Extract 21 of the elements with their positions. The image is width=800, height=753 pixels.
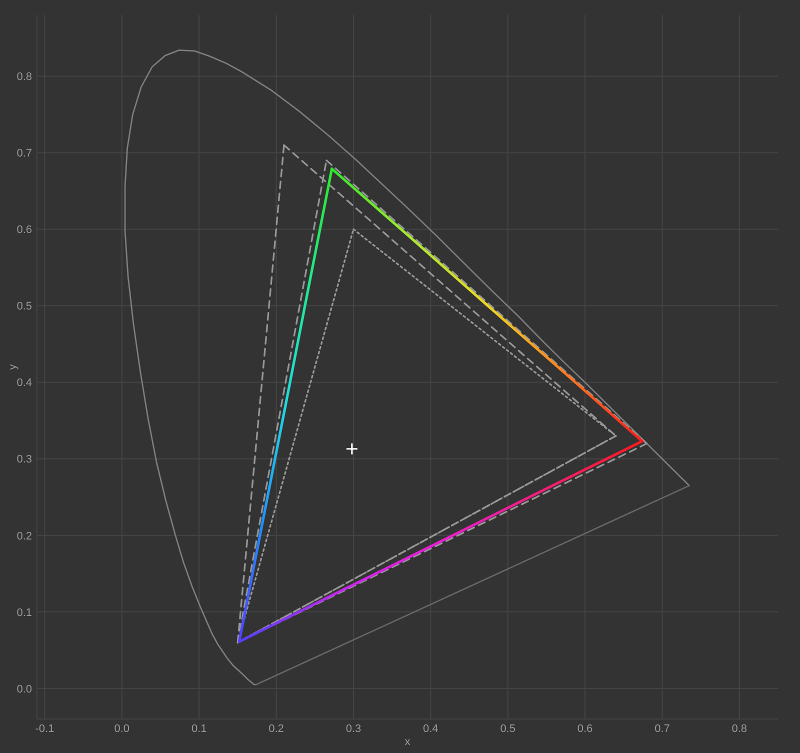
x-tick-label: 0.3 — [346, 722, 362, 735]
x-axis-title: x — [404, 736, 411, 748]
y-tick-label: 0.0 — [16, 683, 32, 696]
x-tick-label: 0.5 — [500, 722, 516, 735]
y-tick-label: 0.7 — [16, 148, 32, 160]
y-tick-label: 0.2 — [16, 530, 32, 542]
y-tick-label: 0.5 — [16, 300, 32, 313]
x-tick-label: -0.1 — [35, 722, 54, 735]
x-tick-label: 0.2 — [268, 722, 284, 735]
x-tick-label: 0.1 — [191, 722, 207, 735]
y-tick-label: 0.8 — [16, 71, 32, 84]
y-tick-label: 0.3 — [16, 454, 32, 466]
x-tick-label: 0.6 — [577, 722, 593, 735]
y-tick-label: 0.1 — [16, 606, 32, 619]
y-axis-title: y — [7, 364, 19, 370]
y-tick-label: 0.4 — [16, 377, 32, 390]
x-tick-label: 0.8 — [732, 722, 748, 735]
x-tick-label: 0.0 — [114, 722, 130, 735]
x-tick-label: 0.4 — [423, 722, 438, 735]
y-tick-label: 0.6 — [16, 224, 32, 236]
x-tick-label: 0.7 — [654, 722, 670, 735]
